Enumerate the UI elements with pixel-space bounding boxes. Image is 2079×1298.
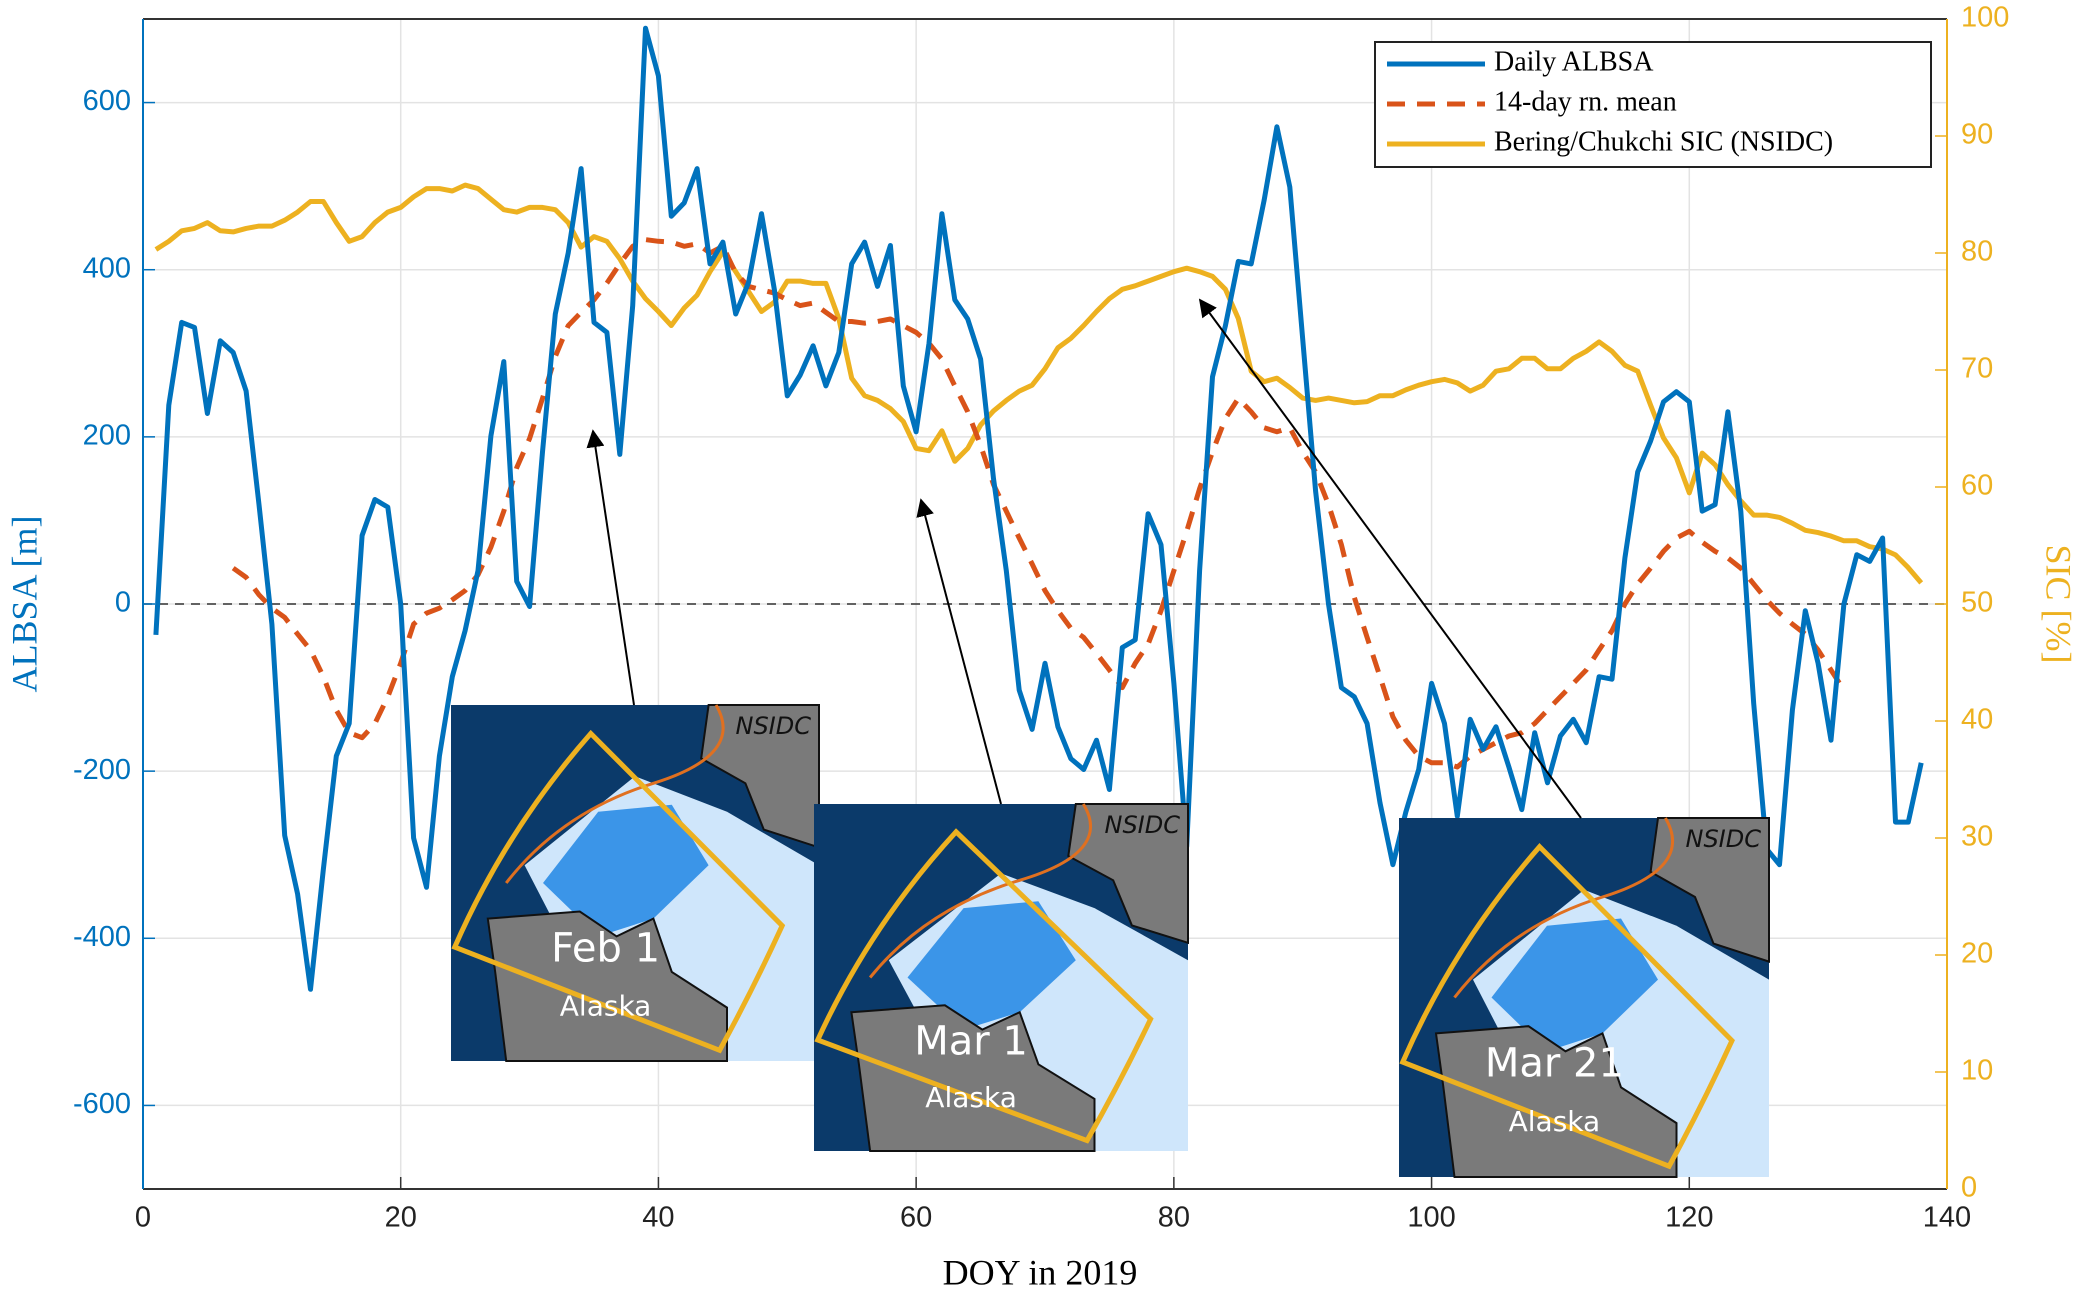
y-tick-label: -400: [73, 921, 131, 953]
inset-region: Alaska: [1509, 1105, 1601, 1138]
y2-tick-label: 40: [1961, 704, 1993, 736]
x-tick-label: 0: [135, 1202, 151, 1234]
inset-source: NSIDC: [1685, 825, 1761, 853]
y-tick-label: 200: [83, 420, 131, 452]
inset-map: Feb 1 Alaska NSIDC: [451, 705, 819, 1061]
chart: Feb 1 Alaska NSIDC Mar 1 Alaska NSIDC Mar 21 Al…: [0, 0, 2079, 1298]
y2-tick-label: 10: [1961, 1055, 1993, 1087]
x-axis-label: DOY in 2019: [943, 1252, 1138, 1292]
inset-date: Feb 1: [551, 926, 660, 972]
inset-date: Mar 21: [1485, 1041, 1624, 1087]
page: Feb 1 Alaska NSIDC Mar 1 Alaska NSIDC Mar 21 Al…: [0, 0, 2079, 1298]
y2-tick-label: 50: [1961, 587, 1993, 619]
x-tick-label: 40: [642, 1202, 674, 1234]
y-tick-label: -600: [73, 1088, 131, 1120]
legend-label: Bering/Chukchi SIC (NSIDC): [1494, 126, 1833, 157]
y2-tick-label: 80: [1961, 236, 1993, 268]
inset-region: Alaska: [560, 990, 652, 1023]
y-tick-label: 400: [83, 252, 131, 284]
inset-date: Mar 1: [914, 1018, 1028, 1064]
legend-label: Daily ALBSA: [1494, 46, 1654, 77]
x-tick-label: 60: [900, 1202, 932, 1234]
y2-tick-label: 70: [1961, 353, 1993, 385]
y2-tick-label: 60: [1961, 470, 1993, 502]
y2-tick-label: 0: [1961, 1172, 1977, 1204]
inset-map: Mar 21 Alaska NSIDC: [1399, 818, 1769, 1177]
y-tick-label: 600: [83, 85, 131, 117]
y2-tick-label: 100: [1961, 2, 2009, 34]
y-tick-label: 0: [115, 587, 131, 619]
inset-source: NSIDC: [735, 712, 811, 740]
x-tick-label: 20: [385, 1202, 417, 1234]
x-tick-label: 120: [1665, 1202, 1713, 1234]
x-tick-label: 100: [1407, 1202, 1455, 1234]
legend-label: 14-day rn. mean: [1494, 86, 1677, 117]
y2-tick-label: 30: [1961, 821, 1993, 853]
inset-source: NSIDC: [1104, 811, 1180, 839]
x-tick-label: 140: [1923, 1202, 1971, 1234]
y2-tick-label: 90: [1961, 119, 1993, 151]
inset-region: Alaska: [925, 1081, 1017, 1114]
y2-axis-label: SIC [%]: [2039, 545, 2079, 664]
legend: Daily ALBSA 14-day rn. mean Bering/Chukchi…: [1375, 42, 1931, 167]
y-tick-label: -200: [73, 754, 131, 786]
y2-tick-label: 20: [1961, 938, 1993, 970]
inset-map: Mar 1 Alaska NSIDC: [814, 804, 1188, 1151]
y-axis-label: ALBSA [m]: [4, 515, 44, 692]
x-tick-label: 80: [1158, 1202, 1190, 1234]
